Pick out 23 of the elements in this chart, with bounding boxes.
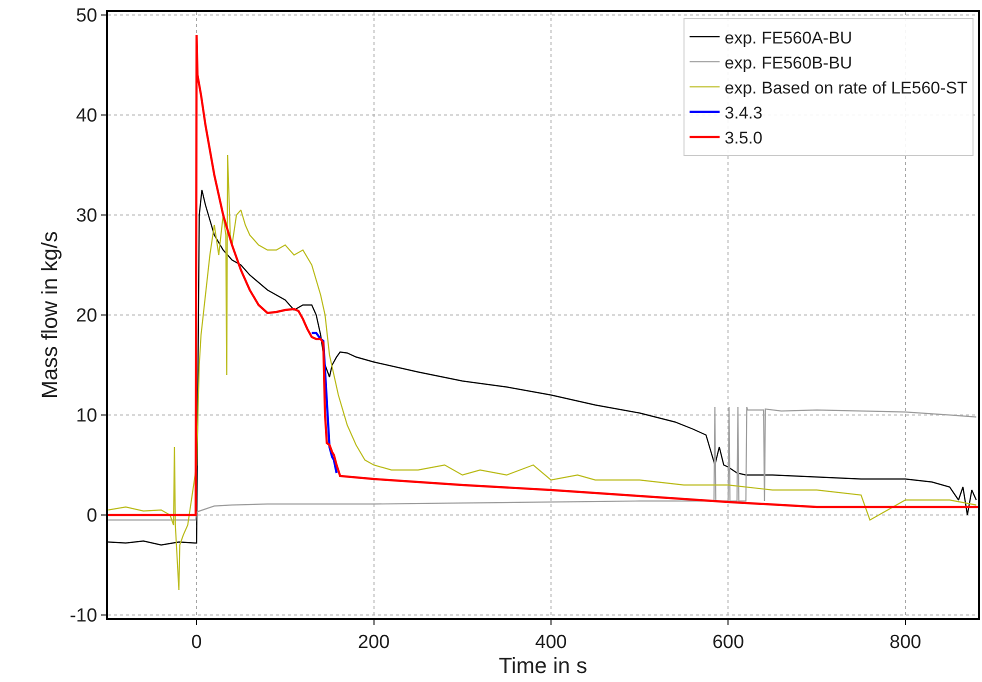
legend-label: 3.4.3 bbox=[724, 104, 762, 123]
y-tick-label: 40 bbox=[76, 106, 98, 127]
line-series bbox=[108, 154, 977, 591]
legend-label: exp. FE560B-BU bbox=[724, 53, 852, 72]
legend-label: exp. Based on rate of LE560-ST bbox=[724, 78, 968, 98]
y-tick-label: 20 bbox=[76, 306, 98, 327]
y-tick-label: 10 bbox=[76, 406, 98, 427]
y-axis-title: Mass flow in kg/s bbox=[37, 231, 62, 399]
x-tick-label: 600 bbox=[712, 632, 744, 653]
line-series bbox=[108, 406, 977, 521]
line-series bbox=[108, 34, 978, 516]
x-axis-title: Time in s bbox=[498, 652, 588, 678]
y-tick-label: 50 bbox=[76, 6, 98, 27]
legend-label: exp. FE560A-BU bbox=[724, 28, 852, 48]
x-tick-label: 800 bbox=[890, 632, 922, 653]
y-tick-label: 0 bbox=[86, 506, 98, 527]
x-tick-label: 400 bbox=[535, 632, 567, 653]
x-tick-label: 200 bbox=[358, 632, 390, 653]
line-series bbox=[310, 332, 338, 474]
legend-label: 3.5.0 bbox=[724, 128, 762, 148]
x-tick-label: 0 bbox=[191, 632, 202, 653]
y-tick-label: -10 bbox=[70, 606, 98, 627]
y-tick-label: 30 bbox=[76, 206, 98, 227]
